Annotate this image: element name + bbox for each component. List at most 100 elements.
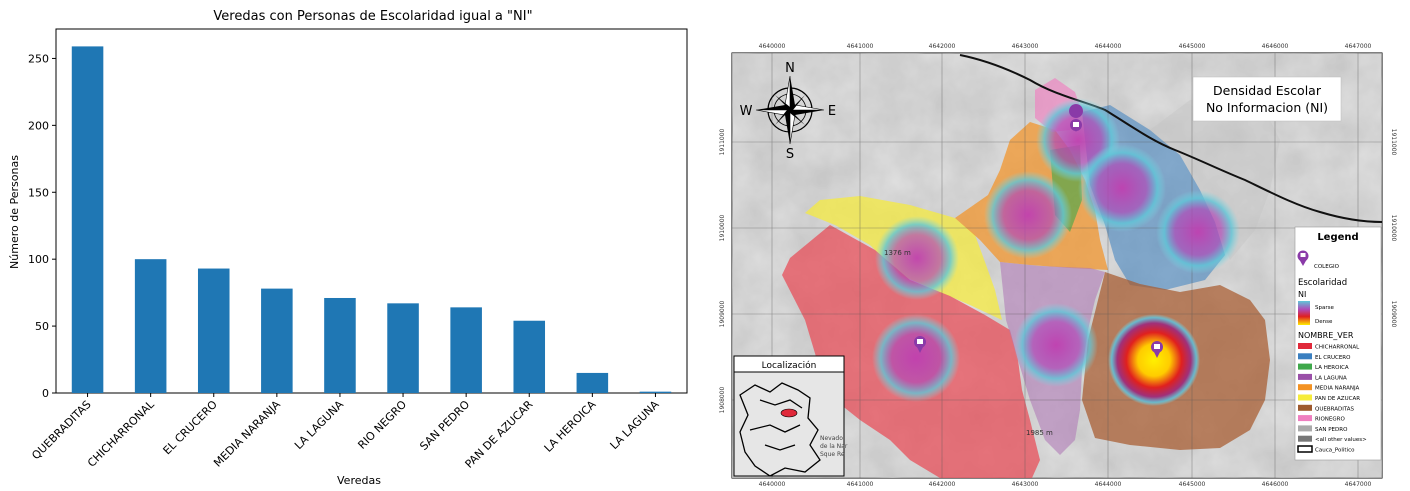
map-x-tick: 4643000 (1012, 481, 1039, 487)
x-tick-label: CHICHARRONAL (85, 397, 157, 469)
legend-swatch (1298, 373, 1312, 380)
compass-rose-icon: N S E W (740, 61, 837, 162)
chart-bars (71, 46, 672, 393)
legend-swatch (1298, 353, 1312, 360)
density-hotspots (872, 98, 1240, 406)
legend-item-label: SAN PEDRO (1315, 427, 1348, 433)
x-tick-label: RIO NEGRO (355, 398, 409, 452)
location-inset: Localización Nevado de la Nar Sque Re (733, 355, 848, 477)
map-x-tick: 4642000 (929, 43, 956, 50)
map-x-tick: 4641000 (847, 481, 874, 487)
map-y-tick: 1909000 (719, 300, 726, 327)
y-tick-label: 250 (28, 52, 49, 65)
chart-title: Veredas con Personas de Escolaridad igua… (213, 9, 532, 24)
bar-san-pedro (450, 307, 482, 393)
legend-ni-ramp (1298, 301, 1310, 325)
map-y-tick: 1909000 (1390, 301, 1397, 328)
map-x-tick: 4644000 (1095, 481, 1122, 487)
school-marker-icon (1069, 104, 1084, 132)
map-y-ticks: 1911000 1910000 1909000 1908000 1911000 … (719, 128, 1397, 413)
bar-chart-panel: Veredas con Personas de Escolaridad igua… (0, 0, 700, 487)
legend-item-label: Cauca_Politico (1315, 448, 1355, 454)
legend-colegio-icon (1297, 250, 1309, 266)
x-tick-label: EL CRUCERO (161, 398, 221, 458)
map-x-tick: 4646000 (1262, 481, 1289, 487)
legend-item-label: <all other values> (1315, 437, 1367, 443)
legend-swatch (1298, 394, 1312, 401)
y-tick-label: 200 (28, 119, 49, 132)
map-x-tick: 4646000 (1262, 43, 1289, 50)
map-title-line2: No Informacion (NI) (1206, 100, 1328, 115)
elevation-label: 1376 m (884, 249, 911, 257)
legend-item-label: PAN DE AZUCAR (1315, 396, 1360, 402)
legend-swatch (1298, 404, 1312, 411)
bar-quebraditas (71, 46, 104, 393)
compass-w: W (740, 104, 753, 119)
map-x-tick: 4640000 (759, 43, 786, 50)
school-markers (914, 104, 1163, 358)
x-tick-label: MEDIA NARANJA (211, 398, 283, 470)
bar-la-laguna (324, 297, 356, 393)
map-title-box: Densidad Escolar No Informacion (NI) (1192, 76, 1342, 122)
x-tick-label: LA HEROICA (542, 398, 599, 455)
compass-s: S (786, 147, 794, 162)
map-x-tick: 4643000 (1012, 43, 1039, 50)
legend-item-label: LA LAGUNA (1315, 375, 1347, 381)
map-title-line1: Densidad Escolar (1213, 83, 1322, 98)
x-tick-label: LA LAGUNA (292, 398, 346, 452)
map-panel: 1376 m 1985 m 4640000 4641000 4642000 46… (710, 0, 1410, 488)
legend-swatch (1298, 415, 1312, 422)
inset-title: Localización (762, 360, 817, 371)
map-x-tick: 4645000 (1179, 481, 1206, 487)
x-tick-label: LA LAGUNA (608, 398, 662, 452)
legend-colegio-label: COLEGIO (1314, 264, 1340, 270)
inset-location-marker (780, 408, 798, 418)
bar-chart: Veredas con Personas de Escolaridad igua… (8, 9, 688, 487)
y-tick-label: 0 (42, 387, 49, 400)
y-tick-label: 150 (28, 186, 49, 199)
x-tick-label: PAN DE AZUCAR (462, 398, 535, 471)
map-x-ticks: 4640000 4641000 4642000 4643000 4644000 … (759, 43, 1372, 488)
map-y-tick: 1910000 (719, 214, 726, 241)
map-x-tick: 4644000 (1095, 43, 1122, 50)
bar-la-laguna (639, 391, 672, 393)
legend-sparse: Sparse (1315, 305, 1334, 311)
map-y-tick: 1911000 (1390, 129, 1397, 156)
legend-nombre-ver: NOMBRE_VER (1298, 331, 1354, 340)
legend-item-label: QUEBRADITAS (1315, 406, 1355, 412)
x-tick-label: QUEBRADITAS (29, 398, 93, 462)
inset-label: de la Nar (820, 443, 848, 450)
x-tick-label: SAN PEDRO (417, 398, 472, 453)
legend-swatch (1298, 435, 1312, 442)
y-tick-label: 50 (35, 320, 49, 333)
map-x-tick: 4640000 (759, 481, 786, 487)
compass-e: E (828, 104, 836, 119)
bar-pan-de-azucar (513, 320, 546, 393)
polygon-san-pedro (1150, 95, 1280, 260)
legend-item-label: EL CRUCERO (1315, 355, 1351, 361)
map-y-tick: 1911000 (719, 128, 726, 155)
bar-la-heroica (576, 372, 609, 393)
x-axis-label: Veredas (337, 474, 381, 487)
legend-items: CHICHARRONAL EL CRUCERO LA HEROICA LA LAGUN… (1297, 343, 1367, 454)
map-x-tick: 4642000 (929, 481, 956, 487)
school-marker-icon (914, 336, 926, 353)
map-x-tick: 4647000 (1345, 43, 1372, 50)
legend-dense: Dense (1315, 319, 1333, 325)
legend-item-label: LA HEROICA (1315, 365, 1349, 371)
inset-label: Nevado (820, 435, 843, 442)
legend-item-label: RIONEGRO (1315, 417, 1345, 423)
legend-escolaridad: Escolaridad (1298, 278, 1347, 288)
map-legend: Legend COLEGIO Escolaridad NI Sparse Den… (1294, 226, 1382, 461)
political-boundary-line (959, 54, 1383, 223)
legend-swatch (1298, 425, 1312, 432)
legend-item-label: CHICHARRONAL (1315, 345, 1360, 351)
map-x-tick: 4641000 (847, 43, 874, 50)
map-x-tick: 4647000 (1345, 481, 1372, 487)
legend-title: Legend (1317, 232, 1358, 243)
legend-item-label: MEDIA NARANJA (1315, 386, 1359, 392)
bar-rio-negro (387, 303, 419, 393)
bar-media-naranja (261, 288, 293, 393)
map-x-tick: 4645000 (1179, 43, 1206, 50)
